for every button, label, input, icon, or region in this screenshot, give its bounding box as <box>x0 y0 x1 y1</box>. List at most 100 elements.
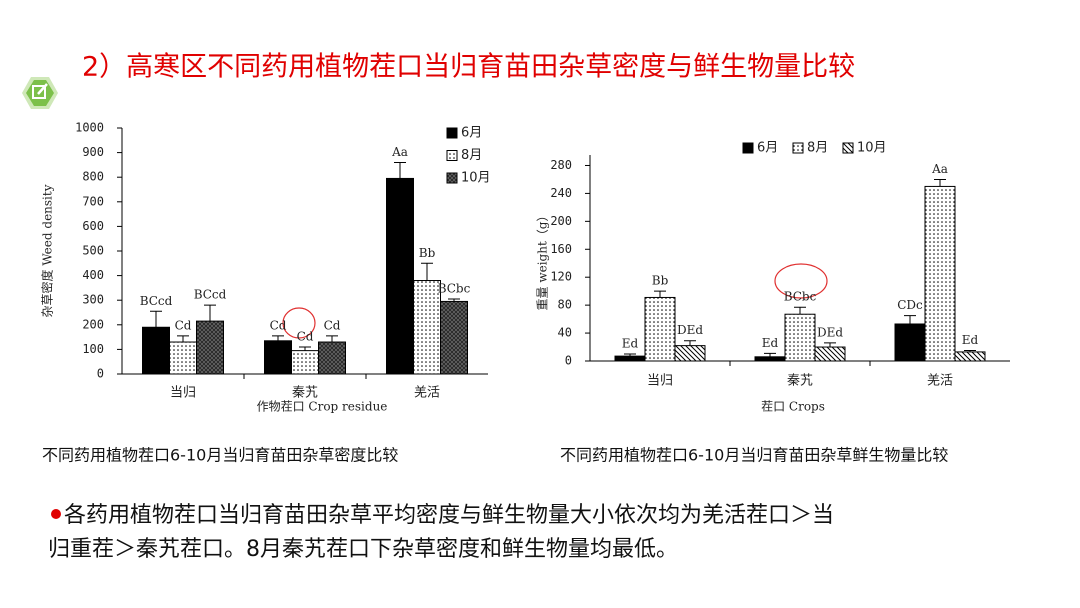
significance-label: Cd <box>270 318 287 332</box>
error-bar <box>824 342 836 348</box>
bar <box>440 300 468 375</box>
legend-swatch <box>742 142 754 154</box>
bar <box>196 320 224 375</box>
significance-label: BCcd <box>194 288 227 302</box>
significance-label: BCcd <box>140 294 173 308</box>
y-axis-label: 重量 weight（g） <box>536 210 550 311</box>
bullet-text: 归重茬＞秦艽茬口。8月秦艽茬口下杂草密度和鲜生物量均最低。 <box>48 537 678 562</box>
significance-label: BCbc <box>784 290 817 304</box>
legend-label: 10月 <box>461 171 491 186</box>
legend-label: 10月 <box>857 141 887 156</box>
y-tick-label: 160 <box>550 242 572 256</box>
x-tick-label: 当归 <box>170 386 196 401</box>
bar <box>674 345 706 362</box>
y-tick-label: 200 <box>550 214 572 228</box>
x-tick-label: 秦艽 <box>787 373 813 389</box>
bullet-dot <box>51 509 61 519</box>
x-axis-label: 作物茬口 Crop residue <box>257 400 388 414</box>
significance-label: Bb <box>652 274 669 288</box>
y-tick-label: 500 <box>82 244 104 258</box>
y-tick-label: 1000 <box>75 121 104 135</box>
bar <box>142 326 170 375</box>
bar <box>291 350 319 375</box>
bar <box>264 340 292 375</box>
legend-label: 6月 <box>757 141 778 156</box>
bar <box>814 346 846 362</box>
significance-label: DEd <box>817 325 843 339</box>
bar <box>894 323 926 362</box>
error-bar <box>150 310 162 328</box>
error-bar <box>326 335 338 343</box>
x-tick-label: 秦艽 <box>292 385 318 401</box>
error-bar <box>684 340 696 346</box>
legend-label: 8月 <box>461 148 482 163</box>
x-tick-label: 当归 <box>647 374 673 389</box>
caption: 不同药用植物茬口6-10月当归育苗田杂草鲜生物量比较 <box>560 446 948 465</box>
highlight-circle <box>774 263 828 299</box>
legend-swatch <box>446 172 458 184</box>
significance-label: Aa <box>931 162 948 176</box>
y-axis-label: 杂草密度 Weed density <box>40 184 55 317</box>
error-bar <box>394 161 406 179</box>
error-bar <box>964 350 976 352</box>
y-tick-label: 0 <box>97 367 104 381</box>
y-tick-label: 700 <box>82 194 104 208</box>
bar <box>413 280 441 375</box>
bar <box>754 356 786 362</box>
legend-swatch <box>842 142 854 154</box>
error-bar <box>654 290 666 298</box>
error-bar <box>794 306 806 315</box>
significance-label: Ed <box>622 337 639 351</box>
bar <box>614 355 646 362</box>
y-tick-label: 80 <box>558 298 572 312</box>
slide-title: 2）高寒区不同药用植物茬口当归育苗田杂草密度与鲜生物量比较 <box>82 52 855 83</box>
significance-label: Ed <box>962 333 979 347</box>
bar <box>169 341 197 375</box>
y-tick-label: 600 <box>82 219 104 233</box>
y-tick-label: 200 <box>82 317 104 331</box>
y-tick-label: 100 <box>82 342 104 356</box>
error-bar <box>299 346 311 351</box>
bar <box>784 313 816 362</box>
significance-label: Cd <box>324 318 341 332</box>
significance-label: BCbc <box>438 281 471 295</box>
error-bar <box>421 262 433 281</box>
error-bar <box>904 315 916 324</box>
bar <box>644 296 676 362</box>
y-tick-label: 900 <box>82 145 104 159</box>
bar <box>318 341 346 375</box>
significance-label: Bb <box>419 246 436 260</box>
legend-label: 8月 <box>807 141 828 156</box>
y-tick-label: 0 <box>565 354 572 368</box>
error-bar <box>624 353 636 357</box>
legend-label: 6月 <box>461 126 482 141</box>
significance-label: CDc <box>897 298 923 312</box>
x-tick-label: 羌活 <box>927 374 953 389</box>
caption: 不同药用植物茬口6-10月当归育苗田杂草密度比较 <box>42 446 398 465</box>
y-tick-label: 800 <box>82 170 104 184</box>
y-tick-label: 300 <box>82 293 104 307</box>
bar <box>954 351 986 362</box>
y-tick-label: 120 <box>550 270 572 284</box>
bar <box>386 177 414 375</box>
legend-swatch <box>446 127 458 139</box>
highlight-circle <box>282 307 316 339</box>
y-tick-label: 400 <box>82 268 104 282</box>
significance-label: Cd <box>175 318 192 332</box>
legend-swatch <box>446 150 458 161</box>
y-tick-label: 40 <box>558 326 572 340</box>
icon <box>22 77 58 109</box>
error-bar <box>934 178 946 187</box>
bar <box>924 185 956 362</box>
x-tick-label: 羌活 <box>414 386 440 401</box>
error-bar <box>448 298 460 302</box>
significance-label: Cd <box>297 329 314 343</box>
y-tick-label: 280 <box>550 158 572 172</box>
significance-label: DEd <box>677 323 703 337</box>
y-tick-label: 240 <box>550 186 572 200</box>
error-bar <box>177 335 189 343</box>
error-bar <box>764 352 776 357</box>
error-bar <box>272 335 284 341</box>
